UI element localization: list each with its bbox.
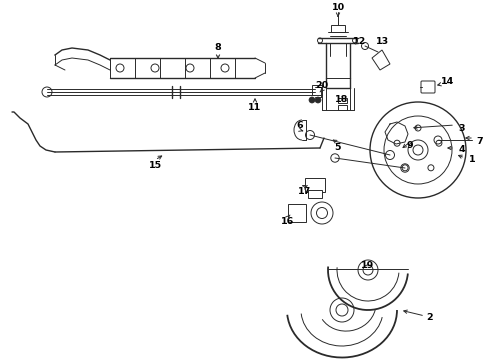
Text: 12: 12 [353,37,367,46]
Text: 16: 16 [281,217,294,226]
FancyBboxPatch shape [288,204,306,222]
FancyBboxPatch shape [312,85,322,95]
Text: 7: 7 [477,138,483,147]
Text: 4: 4 [459,145,466,154]
Text: 13: 13 [375,37,389,46]
FancyBboxPatch shape [331,25,345,32]
FancyBboxPatch shape [308,190,322,198]
Text: 8: 8 [215,44,221,53]
Text: 15: 15 [148,161,162,170]
Text: 10: 10 [331,4,344,13]
Text: 19: 19 [361,261,375,270]
Circle shape [315,97,321,103]
Text: 20: 20 [316,81,329,90]
FancyBboxPatch shape [305,178,325,192]
Text: 1: 1 [469,156,475,165]
Text: 5: 5 [335,144,341,153]
Text: 11: 11 [248,104,262,112]
FancyBboxPatch shape [421,81,435,93]
Text: 9: 9 [407,140,413,149]
Text: 18: 18 [335,95,349,104]
Text: 17: 17 [298,188,312,197]
FancyBboxPatch shape [338,98,347,103]
Circle shape [309,97,315,103]
Text: 6: 6 [296,121,303,130]
Text: 2: 2 [427,314,433,323]
FancyBboxPatch shape [338,105,347,110]
Text: 3: 3 [459,123,465,132]
Text: 14: 14 [441,77,455,86]
